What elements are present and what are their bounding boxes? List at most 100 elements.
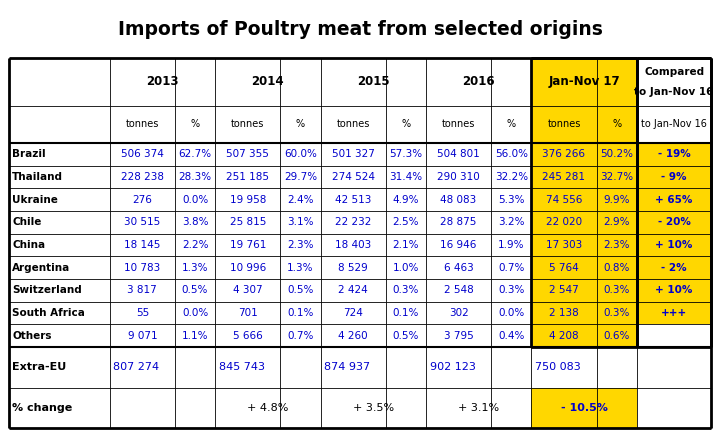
Bar xyxy=(597,106,636,143)
Text: % change: % change xyxy=(12,403,73,413)
Bar xyxy=(9,106,109,143)
Text: 0.8%: 0.8% xyxy=(603,262,630,273)
Bar xyxy=(531,234,597,256)
Bar xyxy=(280,211,320,234)
Bar xyxy=(109,234,175,256)
Bar xyxy=(9,58,109,106)
Bar xyxy=(175,211,215,234)
Text: 0.6%: 0.6% xyxy=(603,331,630,341)
Text: 2.5%: 2.5% xyxy=(392,217,419,227)
Bar xyxy=(109,256,175,279)
Text: Jan-Nov 17: Jan-Nov 17 xyxy=(549,75,620,88)
Bar xyxy=(320,211,386,234)
Bar xyxy=(386,301,426,324)
Bar xyxy=(215,58,320,106)
Bar xyxy=(636,301,711,324)
Bar xyxy=(597,166,636,188)
Text: 0.4%: 0.4% xyxy=(498,331,524,341)
Text: 302: 302 xyxy=(449,308,469,318)
Text: 0.5%: 0.5% xyxy=(392,331,419,341)
Bar xyxy=(636,166,711,188)
Bar xyxy=(531,279,597,301)
Bar xyxy=(531,256,597,279)
Text: 57.3%: 57.3% xyxy=(390,149,423,159)
Text: 50.2%: 50.2% xyxy=(600,149,633,159)
Bar xyxy=(215,188,280,211)
Bar xyxy=(531,301,597,324)
Text: 501 327: 501 327 xyxy=(332,149,374,159)
Bar xyxy=(109,301,175,324)
Text: + 10%: + 10% xyxy=(655,240,693,250)
Bar xyxy=(9,347,711,388)
Text: 29.7%: 29.7% xyxy=(284,172,317,182)
Bar xyxy=(175,279,215,301)
Text: 28.3%: 28.3% xyxy=(179,172,212,182)
Bar xyxy=(636,234,711,256)
Text: 1.0%: 1.0% xyxy=(392,262,419,273)
Text: to Jan-Nov 16: to Jan-Nov 16 xyxy=(634,87,714,97)
Text: 2 424: 2 424 xyxy=(338,285,368,295)
Text: China: China xyxy=(12,240,45,250)
Bar xyxy=(386,279,426,301)
Bar xyxy=(531,58,636,106)
Text: 251 185: 251 185 xyxy=(226,172,269,182)
Bar xyxy=(280,301,320,324)
Bar xyxy=(386,324,426,347)
Bar xyxy=(531,211,597,234)
Text: 10 783: 10 783 xyxy=(125,262,161,273)
Bar xyxy=(531,143,597,166)
Text: 0.0%: 0.0% xyxy=(498,308,524,318)
Text: 245 281: 245 281 xyxy=(542,172,585,182)
Text: Thailand: Thailand xyxy=(12,172,63,182)
Text: 2.4%: 2.4% xyxy=(287,194,314,205)
Bar xyxy=(175,188,215,211)
Text: Imports of Poultry meat from selected origins: Imports of Poultry meat from selected or… xyxy=(117,20,603,39)
Text: + 10%: + 10% xyxy=(655,285,693,295)
Text: 0.3%: 0.3% xyxy=(603,308,630,318)
Text: 5 666: 5 666 xyxy=(233,331,263,341)
Text: 0.5%: 0.5% xyxy=(287,285,314,295)
Text: %: % xyxy=(507,119,516,130)
Bar xyxy=(491,256,531,279)
Text: 0.0%: 0.0% xyxy=(182,194,208,205)
Bar xyxy=(320,301,386,324)
Text: - 10.5%: - 10.5% xyxy=(561,403,608,413)
Bar xyxy=(109,324,175,347)
Text: 807 274: 807 274 xyxy=(113,362,160,372)
Text: 19 761: 19 761 xyxy=(230,240,266,250)
Bar xyxy=(9,234,109,256)
Bar xyxy=(426,106,491,143)
Text: 507 355: 507 355 xyxy=(226,149,269,159)
Text: Compared: Compared xyxy=(644,67,704,77)
Text: 5.3%: 5.3% xyxy=(498,194,524,205)
Text: tonnes: tonnes xyxy=(126,119,159,130)
Text: - 19%: - 19% xyxy=(657,149,690,159)
Text: 376 266: 376 266 xyxy=(542,149,585,159)
Text: 701: 701 xyxy=(238,308,258,318)
Bar xyxy=(109,211,175,234)
Text: tonnes: tonnes xyxy=(336,119,370,130)
Bar xyxy=(320,234,386,256)
Bar xyxy=(215,143,280,166)
Bar xyxy=(426,324,491,347)
Bar xyxy=(320,188,386,211)
Bar xyxy=(9,256,109,279)
Bar xyxy=(531,188,597,211)
Bar xyxy=(175,301,215,324)
Text: Argentina: Argentina xyxy=(12,262,71,273)
Bar xyxy=(426,301,491,324)
Text: 17 303: 17 303 xyxy=(546,240,582,250)
Text: 2.9%: 2.9% xyxy=(603,217,630,227)
Text: 22 020: 22 020 xyxy=(546,217,582,227)
Bar xyxy=(597,301,636,324)
Text: 5 764: 5 764 xyxy=(549,262,579,273)
Bar xyxy=(597,279,636,301)
Bar xyxy=(597,211,636,234)
Text: 19 958: 19 958 xyxy=(230,194,266,205)
Bar xyxy=(320,143,386,166)
Text: 74 556: 74 556 xyxy=(546,194,582,205)
Text: 290 310: 290 310 xyxy=(437,172,480,182)
Bar xyxy=(491,143,531,166)
Text: - 2%: - 2% xyxy=(661,262,687,273)
Text: 1.9%: 1.9% xyxy=(498,240,524,250)
